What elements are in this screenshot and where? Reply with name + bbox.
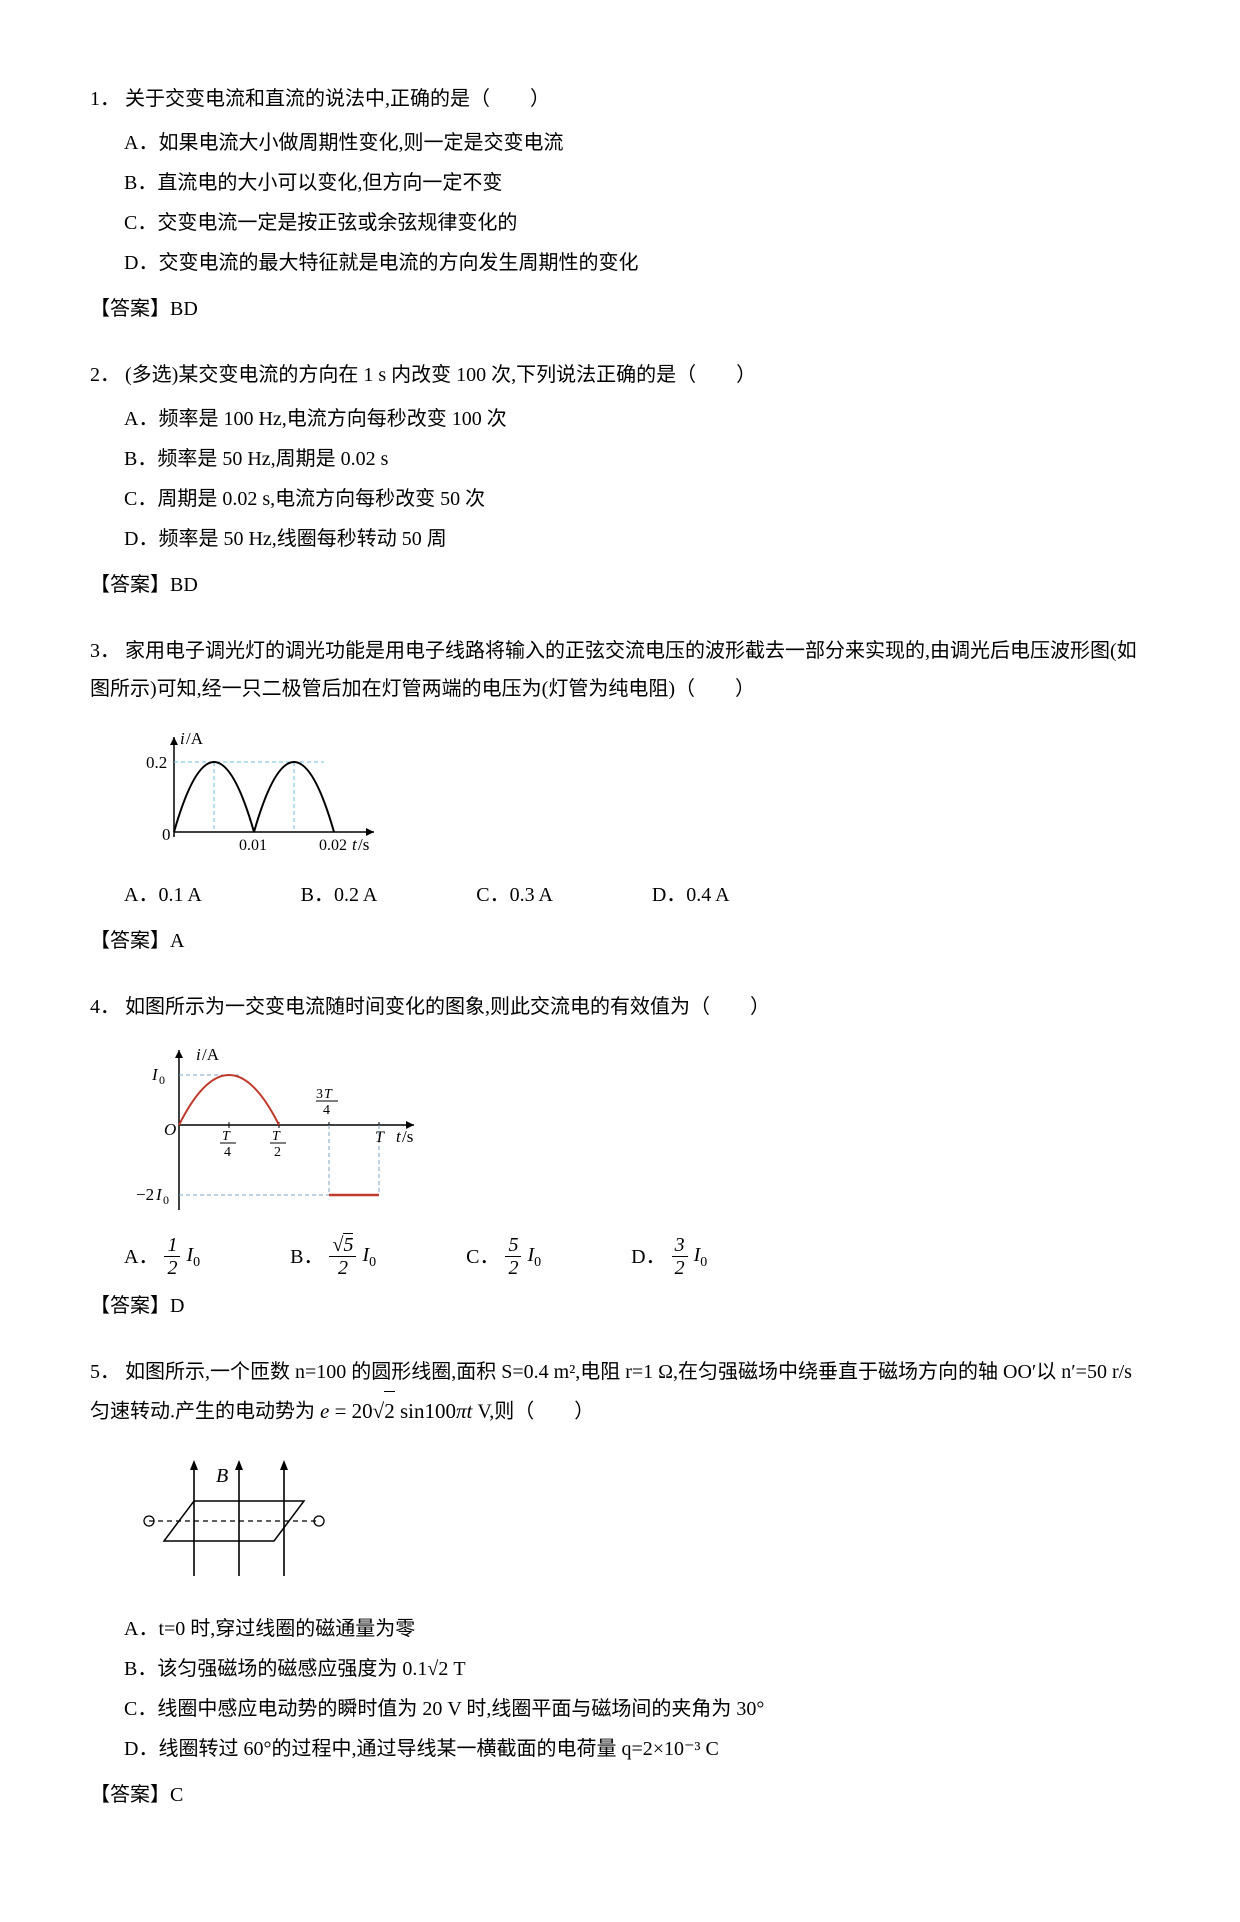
q2-opt-d: D．频率是 50 Hz,线圈每秒转动 50 周 <box>124 520 1150 558</box>
q4-frac-b: √5 2 <box>329 1234 356 1279</box>
svg-text:3: 3 <box>316 1087 323 1102</box>
q2-answer-value: BD <box>170 574 198 596</box>
q4-frac-c: 5 2 <box>505 1234 521 1279</box>
q2-answer-label: 【答案】 <box>90 574 170 596</box>
q1-opt-d: D．交变电流的最大特征就是电流的方向发生周期性的变化 <box>124 244 1150 282</box>
q4-d-tail: I0 <box>694 1236 708 1277</box>
svg-text:0.01: 0.01 <box>239 837 267 854</box>
q1-opt-b: B．直流电的大小可以变化,但方向一定不变 <box>124 164 1150 202</box>
q1-answer-value: BD <box>170 298 198 320</box>
svg-text:/A: /A <box>186 729 204 748</box>
q4-answer-value: D <box>170 1295 184 1317</box>
q5-opt-d: D．线圈转过 60°的过程中,通过导线某一横截面的电荷量 q=2×10⁻³ C <box>124 1730 1150 1768</box>
svg-text:4: 4 <box>224 1145 231 1160</box>
q4-opt-a-label: A． <box>124 1238 158 1276</box>
svg-text:B: B <box>216 1465 228 1487</box>
svg-text:0.02: 0.02 <box>319 837 347 854</box>
svg-text:O: O <box>164 1120 176 1139</box>
q5-stem-pre: 如图所示,一个匝数 n=100 的圆形线圈,面积 S=0.4 m²,电阻 r=1… <box>90 1361 1132 1423</box>
q3-number: 3． <box>90 640 120 662</box>
q3-answer: 【答案】A <box>90 922 1150 960</box>
svg-text:T: T <box>375 1129 385 1146</box>
question-4: 4． 如图所示为一交变电流随时间变化的图象,则此交流电的有效值为（ ） <box>90 988 1150 1325</box>
q5-answer-label: 【答案】 <box>90 1784 170 1806</box>
q2-opt-a: A．频率是 100 Hz,电流方向每秒改变 100 次 <box>124 400 1150 438</box>
svg-text:T: T <box>222 1129 231 1144</box>
question-1: 1． 关于交变电流和直流的说法中,正确的是（ ） A．如果电流大小做周期性变化,… <box>90 80 1150 328</box>
svg-text:/A: /A <box>202 1045 220 1064</box>
q4-opt-b: B． √5 2 I0 <box>290 1234 376 1279</box>
q3-stem: 家用电子调光灯的调光功能是用电子线路将输入的正弦交流电压的波形截去一部分来实现的… <box>90 640 1137 700</box>
q4-frac-a: 1 2 <box>164 1234 180 1279</box>
q2-number: 2． <box>90 364 120 386</box>
q3-options: A．0.1 A B．0.2 A C．0.3 A D．0.4 A <box>124 876 1150 914</box>
q2-answer: 【答案】BD <box>90 566 1150 604</box>
svg-text:T: T <box>324 1087 333 1102</box>
svg-text:4: 4 <box>323 1103 330 1118</box>
q3-answer-label: 【答案】 <box>90 930 170 952</box>
svg-text:i: i <box>196 1045 201 1064</box>
q5-stem-post: V,则（ ） <box>477 1401 594 1423</box>
q1-opt-a: A．如果电流大小做周期性变化,则一定是交变电流 <box>124 124 1150 162</box>
q4-b-tail: I0 <box>362 1236 376 1277</box>
q5-formula: e = 20√2 sin100πt <box>320 1391 472 1432</box>
q4-opt-d: D． 3 2 I0 <box>631 1234 707 1279</box>
q5-opt-b: B．该匀强磁场的磁感应强度为 0.1√2 T <box>124 1650 1150 1688</box>
q4-opt-d-label: D． <box>631 1238 665 1276</box>
q4-a-tail: I0 <box>186 1236 200 1277</box>
q4-opt-c-label: C． <box>466 1238 499 1276</box>
q1-number: 1． <box>90 88 120 110</box>
q5-options: A．t=0 时,穿过线圈的磁通量为零 B．该匀强磁场的磁感应强度为 0.1√2 … <box>124 1610 1150 1768</box>
question-5: 5． 如图所示,一个匝数 n=100 的圆形线圈,面积 S=0.4 m²,电阻 … <box>90 1353 1150 1814</box>
q1-options: A．如果电流大小做周期性变化,则一定是交变电流 B．直流电的大小可以变化,但方向… <box>124 124 1150 282</box>
svg-text:2: 2 <box>274 1145 281 1160</box>
q4-number: 4． <box>90 996 120 1018</box>
q2-opt-b: B．频率是 50 Hz,周期是 0.02 s <box>124 440 1150 478</box>
q3-figure: i /A 0.2 0 0.01 0.02 t /s <box>124 722 1150 862</box>
q4-answer: 【答案】D <box>90 1287 1150 1325</box>
svg-text:0: 0 <box>162 825 171 844</box>
q1-answer-label: 【答案】 <box>90 298 170 320</box>
svg-text:T: T <box>272 1129 281 1144</box>
question-3: 3． 家用电子调光灯的调光功能是用电子线路将输入的正弦交流电压的波形截去一部分来… <box>90 632 1150 960</box>
q5-number: 5． <box>90 1361 120 1383</box>
q1-stem: 关于交变电流和直流的说法中,正确的是（ ） <box>125 88 550 110</box>
q5-opt-a: A．t=0 时,穿过线圈的磁通量为零 <box>124 1610 1150 1648</box>
q3-opts-row: A．0.1 A B．0.2 A C．0.3 A D．0.4 A <box>124 876 1150 914</box>
q2-options: A．频率是 100 Hz,电流方向每秒改变 100 次 B．频率是 50 Hz,… <box>124 400 1150 558</box>
q4-options: A． 1 2 I0 B． √5 2 I0 C． 5 2 I0 D． <box>124 1234 1150 1279</box>
q5-figure: B <box>124 1446 1150 1596</box>
svg-text:/s: /s <box>402 1127 413 1146</box>
svg-text:0: 0 <box>163 1193 169 1207</box>
q3-answer-value: A <box>170 930 184 952</box>
q1-answer: 【答案】BD <box>90 290 1150 328</box>
svg-text:0.2: 0.2 <box>146 753 167 772</box>
q1-opt-c: C．交变电流一定是按正弦或余弦规律变化的 <box>124 204 1150 242</box>
q4-opt-c: C． 5 2 I0 <box>466 1234 541 1279</box>
q2-stem: (多选)某交变电流的方向在 1 s 内改变 100 次,下列说法正确的是（ ） <box>125 364 756 386</box>
svg-text:−2: −2 <box>136 1185 154 1204</box>
q5-answer-value: C <box>170 1784 183 1806</box>
svg-text:0: 0 <box>159 1073 165 1087</box>
svg-text:/s: /s <box>358 835 369 854</box>
svg-text:i: i <box>180 729 185 748</box>
q4-opt-a: A． 1 2 I0 <box>124 1234 200 1279</box>
q4-figure: i /A I 0 O T 4 T 2 3 T 4 T t /s −2 I <box>124 1040 1150 1220</box>
q5-opt-c: C．线圈中感应电动势的瞬时值为 20 V 时,线圈平面与磁场间的夹角为 30° <box>124 1690 1150 1728</box>
q4-c-tail: I0 <box>527 1236 541 1277</box>
q4-frac-d: 3 2 <box>672 1234 688 1279</box>
q4-stem: 如图所示为一交变电流随时间变化的图象,则此交流电的有效值为（ ） <box>125 996 770 1018</box>
question-2: 2． (多选)某交变电流的方向在 1 s 内改变 100 次,下列说法正确的是（… <box>90 356 1150 604</box>
q5-answer: 【答案】C <box>90 1776 1150 1814</box>
q4-opt-b-label: B． <box>290 1238 323 1276</box>
q2-opt-c: C．周期是 0.02 s,电流方向每秒改变 50 次 <box>124 480 1150 518</box>
q4-answer-label: 【答案】 <box>90 1295 170 1317</box>
